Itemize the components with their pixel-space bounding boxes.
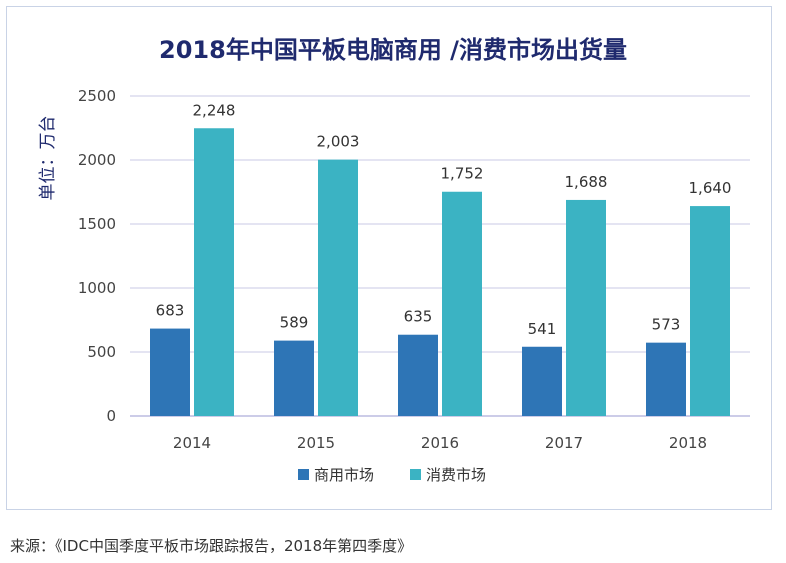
- data-label: 635: [404, 308, 433, 326]
- data-label: 683: [156, 302, 185, 320]
- x-tick-label: 2017: [545, 434, 583, 452]
- legend-label: 商用市场: [314, 466, 374, 484]
- bar: [646, 342, 686, 416]
- legend-label: 消费市场: [426, 466, 486, 484]
- bar: [318, 159, 358, 416]
- data-label: 541: [528, 320, 557, 338]
- y-tick-label: 2500: [78, 87, 116, 105]
- legend-swatch: [298, 469, 309, 480]
- bar: [690, 206, 730, 416]
- chart-frame: [6, 6, 772, 510]
- bar: [566, 199, 606, 416]
- x-tick-label: 2016: [421, 434, 459, 452]
- bar: [274, 340, 314, 416]
- legend-swatch: [410, 469, 421, 480]
- data-label: 589: [280, 314, 309, 332]
- y-tick-label: 1500: [78, 215, 116, 233]
- data-label: 2,003: [317, 133, 360, 151]
- source-note: 来源：《IDC中国季度平板市场跟踪报告，2018年第四季度》: [10, 537, 413, 555]
- bar: [522, 346, 562, 416]
- data-label: 573: [652, 316, 681, 334]
- x-tick-label: 2018: [669, 434, 707, 452]
- chart-title: 2018年中国平板电脑商用 /消费市场出货量: [159, 36, 627, 64]
- x-tick-label: 2015: [297, 434, 335, 452]
- data-label: 1,640: [689, 179, 732, 197]
- data-label: 1,688: [565, 173, 608, 191]
- x-tick-label: 2014: [173, 434, 211, 452]
- y-tick-label: 0: [106, 407, 116, 425]
- data-label: 2,248: [193, 101, 236, 119]
- bar: [398, 334, 438, 416]
- y-axis-label: 单位：万台: [38, 116, 58, 201]
- bar: [442, 191, 482, 416]
- y-tick-label: 2000: [78, 151, 116, 169]
- y-tick-label: 500: [87, 343, 116, 361]
- data-label: 1,752: [441, 165, 484, 183]
- bar: [150, 328, 190, 416]
- bar: [194, 128, 234, 417]
- y-tick-label: 1000: [78, 279, 116, 297]
